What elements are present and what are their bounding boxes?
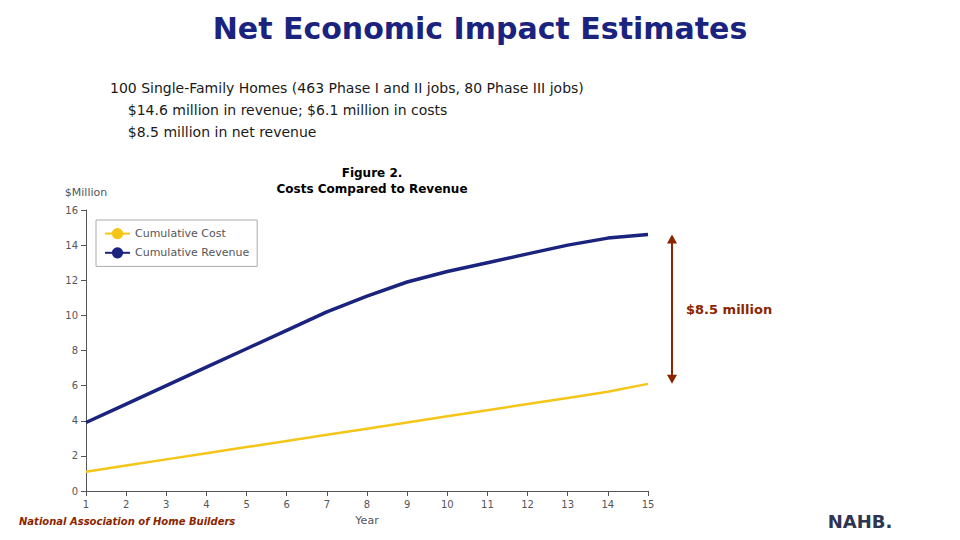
svg-text:Figure 2.: Figure 2. — [342, 166, 403, 180]
svg-text:Cumulative Revenue: Cumulative Revenue — [135, 246, 249, 259]
svg-text:$8.5 million in net revenue: $8.5 million in net revenue — [110, 124, 316, 140]
svg-text:$8.5 million: $8.5 million — [686, 302, 772, 317]
svg-text:13: 13 — [561, 499, 574, 510]
svg-text:9: 9 — [404, 499, 410, 510]
svg-text:Net Economic Impact Estimates: Net Economic Impact Estimates — [213, 11, 748, 46]
svg-text:14: 14 — [601, 499, 614, 510]
svg-text:4: 4 — [203, 499, 209, 510]
svg-text:NAHB.: NAHB. — [828, 511, 893, 532]
svg-text:8: 8 — [364, 499, 370, 510]
svg-text:2: 2 — [123, 499, 129, 510]
svg-text:6: 6 — [284, 499, 290, 510]
svg-text:$14.6 million in revenue; $6.1: $14.6 million in revenue; $6.1 million i… — [110, 102, 447, 118]
svg-text:10: 10 — [65, 310, 78, 321]
svg-text:14: 14 — [65, 240, 78, 251]
svg-text:6: 6 — [72, 380, 78, 391]
svg-text:15: 15 — [642, 499, 655, 510]
svg-text:Year: Year — [354, 514, 379, 527]
svg-text:4: 4 — [72, 415, 78, 426]
svg-text:Cumulative Cost: Cumulative Cost — [135, 227, 226, 240]
svg-text:$Million: $Million — [65, 186, 107, 199]
svg-text:1: 1 — [83, 499, 89, 510]
svg-text:7: 7 — [324, 499, 330, 510]
svg-text:12: 12 — [65, 275, 78, 286]
svg-text:National Association of Home B: National Association of Home Builders — [19, 516, 235, 527]
svg-text:16: 16 — [65, 205, 78, 216]
svg-text:100 Single-Family Homes (463 P: 100 Single-Family Homes (463 Phase I and… — [110, 80, 584, 96]
svg-text:5: 5 — [243, 499, 249, 510]
svg-text:12: 12 — [521, 499, 534, 510]
svg-text:8: 8 — [72, 345, 78, 356]
svg-text:2: 2 — [72, 450, 78, 461]
svg-text:3: 3 — [163, 499, 169, 510]
svg-text:11: 11 — [481, 499, 494, 510]
svg-text:Costs Compared to Revenue: Costs Compared to Revenue — [276, 182, 467, 196]
svg-text:0: 0 — [72, 486, 78, 497]
svg-text:10: 10 — [441, 499, 454, 510]
